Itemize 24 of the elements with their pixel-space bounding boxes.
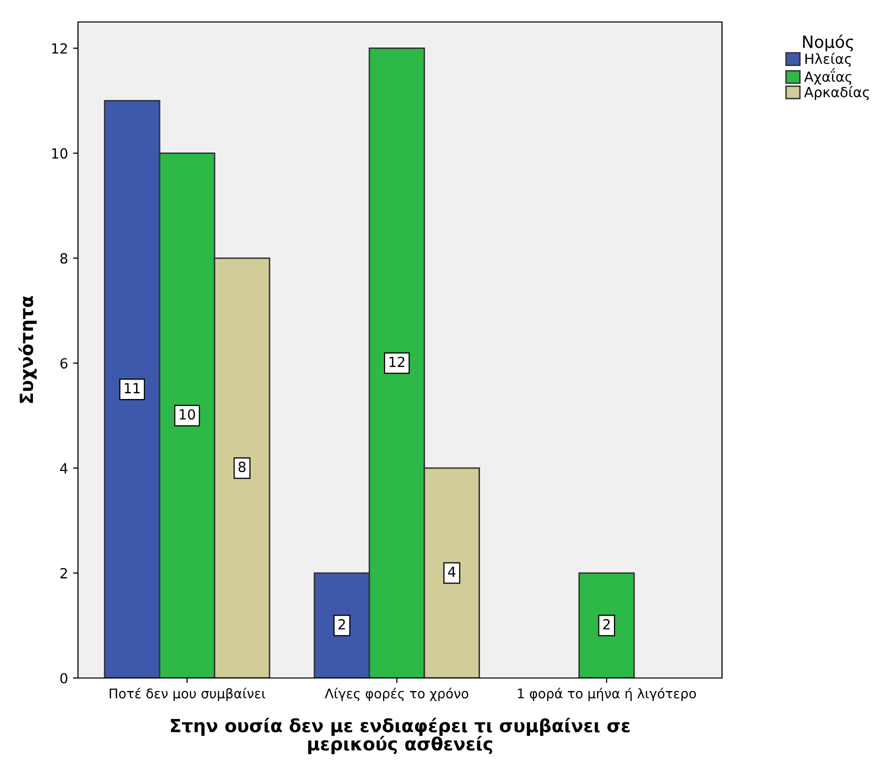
legend-label: Αχαΐας bbox=[804, 68, 852, 85]
y-tick-label: 6 bbox=[60, 358, 68, 369]
data-label: 12 bbox=[390, 356, 404, 367]
x-tick-label: Ποτέ δεν μου συμβαίνει bbox=[110, 688, 266, 702]
data-label: 4 bbox=[448, 566, 456, 577]
bar bbox=[578, 572, 635, 678]
legend-label: Αρκαδίας bbox=[804, 86, 869, 100]
x-tick-label: 1 φορά το μήνα ή λιγότερο bbox=[518, 688, 696, 702]
y-axis-title: Συχνότητα bbox=[18, 296, 37, 403]
data-label: 11 bbox=[124, 383, 140, 394]
data-label: 8 bbox=[238, 462, 246, 472]
y-tick-label: 4 bbox=[60, 463, 68, 474]
x-axis-title: Στην ουσία δεν με ενδιαφέρει τι συμβαίνει σε μερικούς ασθενείς bbox=[170, 718, 630, 754]
y-tick-label: 12 bbox=[52, 43, 67, 54]
y-tick-label: 0 bbox=[60, 672, 68, 684]
data-label: 2 bbox=[338, 619, 345, 630]
data-label: 10 bbox=[180, 409, 195, 420]
y-tick-label: 8 bbox=[60, 253, 68, 264]
y-tick-label: 10 bbox=[52, 148, 68, 159]
legend-label: Ηλείας bbox=[805, 52, 851, 67]
legend-title: Νομός bbox=[803, 34, 854, 52]
x-tick-label: Λίγες φορές το χρόνο bbox=[324, 688, 468, 702]
data-label: 2 bbox=[603, 619, 610, 630]
y-tick-label: 2 bbox=[60, 568, 67, 578]
